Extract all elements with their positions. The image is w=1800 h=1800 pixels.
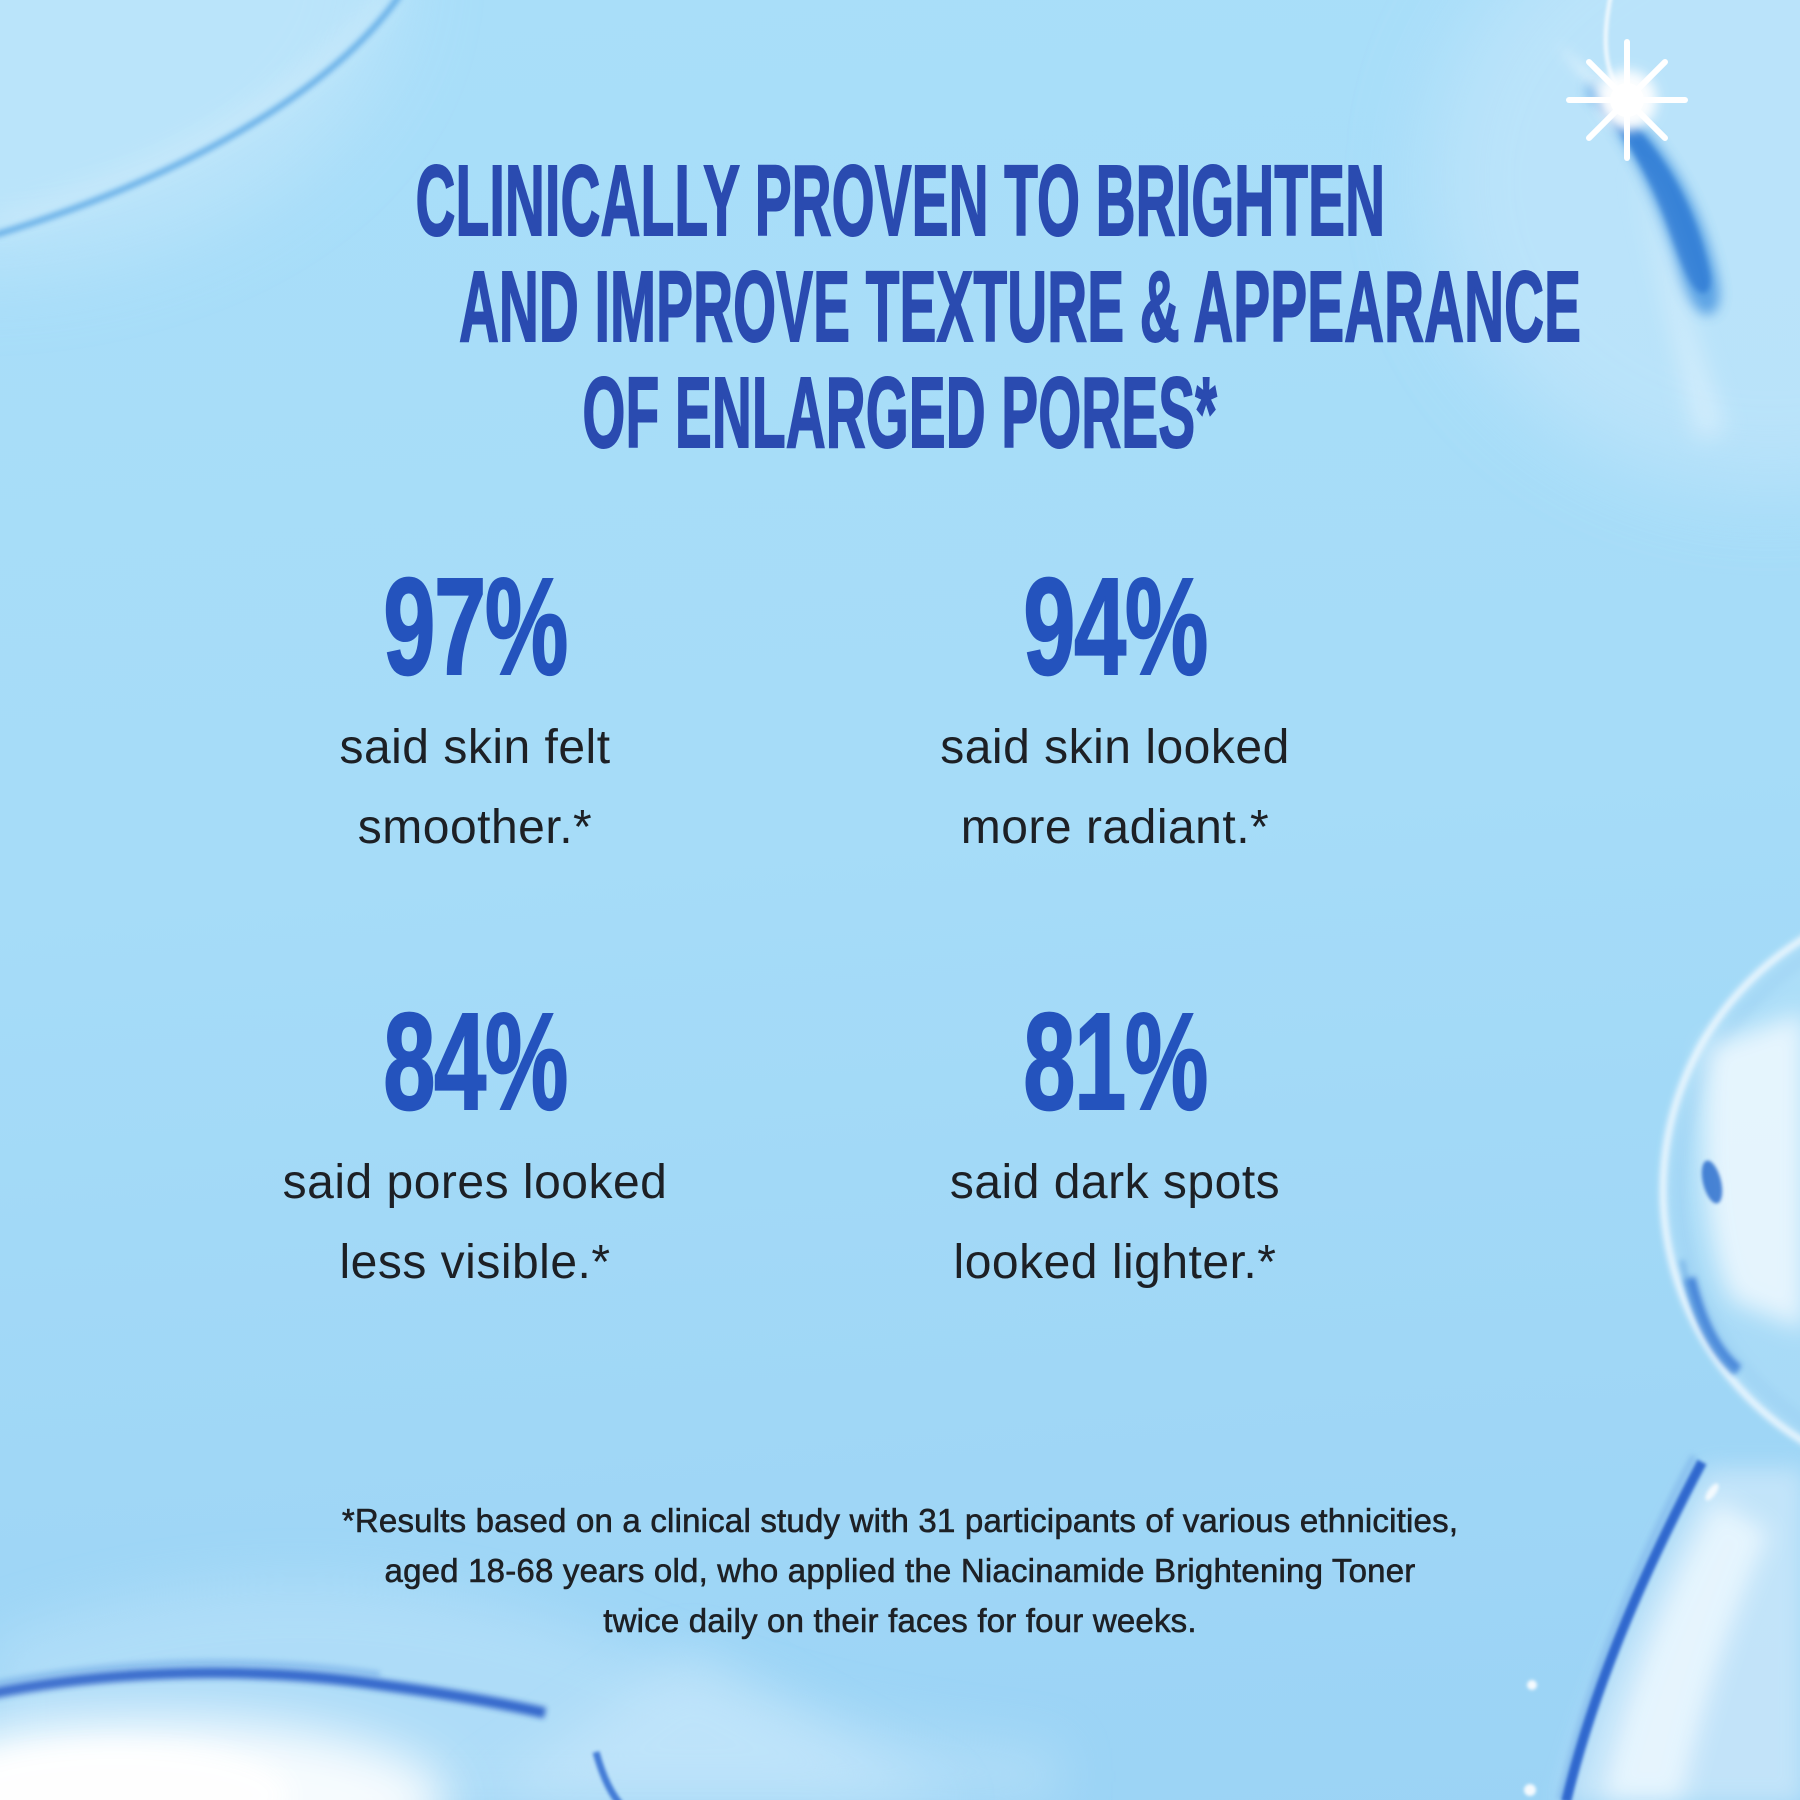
stat-card-smoother: 97% said skin felt smoother.* bbox=[155, 550, 795, 868]
stat-value: 81% bbox=[1022, 985, 1208, 1139]
stat-caption: said dark spots looked lighter.* bbox=[949, 1156, 1281, 1289]
stats-grid: 97% said skin felt smoother.* 94% said s… bbox=[155, 550, 1435, 1303]
headline-line-1: CLINICALLY PROVEN TO BRIGHTEN bbox=[415, 145, 1385, 257]
footnote: *Results based on a clinical study with … bbox=[341, 1502, 1459, 1640]
stat-value: 94% bbox=[1022, 550, 1208, 704]
bubble-right bbox=[1659, 936, 1800, 1444]
droplet-bottom-right bbox=[1524, 1454, 1800, 1800]
stat-card-dark-spots: 81% said dark spots looked lighter.* bbox=[795, 985, 1435, 1303]
stat-card-radiant: 94% said skin looked more radiant.* bbox=[795, 550, 1435, 868]
stat-caption: said pores looked less visible.* bbox=[282, 1156, 668, 1289]
stat-value: 97% bbox=[382, 550, 568, 704]
headline-line-3: OF ENLARGED PORES* bbox=[582, 357, 1218, 469]
stat-value: 84% bbox=[382, 985, 568, 1139]
headline: CLINICALLY PROVEN TO BRIGHTEN AND IMPROV… bbox=[0, 145, 1800, 469]
stat-caption: said skin looked more radiant.* bbox=[940, 721, 1290, 854]
stat-caption: said skin felt smoother.* bbox=[339, 721, 611, 854]
stat-card-pores: 84% said pores looked less visible.* bbox=[155, 985, 795, 1303]
headline-line-2: AND IMPROVE TEXTURE & APPEARANCE bbox=[459, 251, 1582, 363]
starburst-icon bbox=[1566, 39, 1688, 161]
